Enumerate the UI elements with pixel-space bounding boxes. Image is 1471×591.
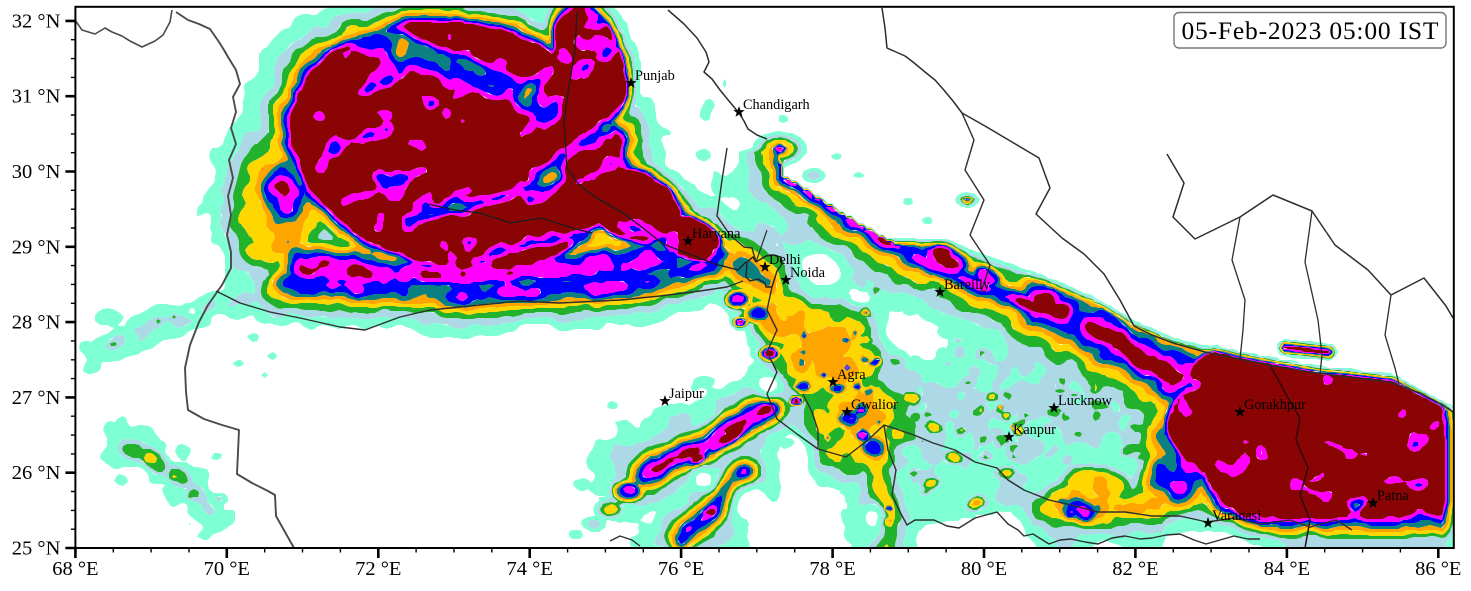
svg-text:84 °E: 84 °E bbox=[1264, 558, 1310, 580]
svg-text:32 °N: 32 °N bbox=[12, 10, 61, 32]
svg-text:68 °E: 68 °E bbox=[52, 558, 98, 580]
svg-text:80 °E: 80 °E bbox=[961, 558, 1007, 580]
svg-text:70 °E: 70 °E bbox=[204, 558, 250, 580]
svg-text:72 °E: 72 °E bbox=[355, 558, 401, 580]
svg-text:78 °E: 78 °E bbox=[809, 558, 855, 580]
svg-text:Noida: Noida bbox=[790, 265, 826, 281]
svg-text:74 °E: 74 °E bbox=[507, 558, 553, 580]
svg-text:76 °E: 76 °E bbox=[658, 558, 704, 580]
svg-text:26 °N: 26 °N bbox=[12, 462, 61, 484]
svg-text:29 °N: 29 °N bbox=[12, 236, 61, 258]
svg-text:82 °E: 82 °E bbox=[1112, 558, 1158, 580]
svg-text:05-Feb-2023 05:00 IST: 05-Feb-2023 05:00 IST bbox=[1182, 16, 1439, 45]
svg-text:27 °N: 27 °N bbox=[12, 387, 61, 409]
svg-text:31 °N: 31 °N bbox=[12, 86, 61, 108]
svg-text:Agra: Agra bbox=[837, 367, 866, 383]
svg-text:86 °E: 86 °E bbox=[1415, 558, 1461, 580]
svg-text:Lucknow: Lucknow bbox=[1058, 393, 1113, 409]
svg-text:Chandigarh: Chandigarh bbox=[743, 97, 810, 113]
svg-text:Gorakhpur: Gorakhpur bbox=[1244, 397, 1306, 413]
svg-text:Haryana: Haryana bbox=[692, 226, 741, 242]
svg-text:Kanpur: Kanpur bbox=[1013, 422, 1056, 438]
svg-text:Patna: Patna bbox=[1377, 488, 1409, 504]
svg-text:28 °N: 28 °N bbox=[12, 312, 61, 334]
svg-text:25 °N: 25 °N bbox=[12, 538, 61, 560]
svg-text:Delhi: Delhi bbox=[769, 252, 801, 268]
svg-text:Varanasi: Varanasi bbox=[1212, 508, 1261, 524]
svg-text:30 °N: 30 °N bbox=[12, 161, 61, 183]
svg-text:Punjab: Punjab bbox=[635, 68, 675, 84]
svg-text:Bareilly: Bareilly bbox=[944, 277, 991, 293]
svg-text:Gwalior: Gwalior bbox=[851, 397, 898, 413]
svg-text:Jaipur: Jaipur bbox=[669, 386, 704, 402]
